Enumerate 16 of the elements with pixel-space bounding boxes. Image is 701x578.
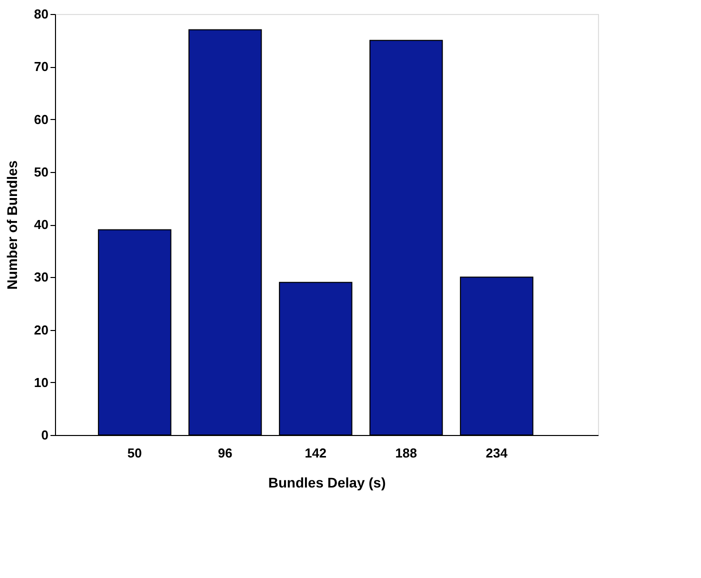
y-tick-label: 0 bbox=[41, 428, 48, 442]
x-axis-title: Bundles Delay (s) bbox=[268, 474, 386, 490]
y-tick-label: 50 bbox=[34, 164, 48, 180]
y-tick-label: 40 bbox=[34, 217, 48, 232]
x-tick-label: 234 bbox=[486, 446, 508, 460]
x-tick-label: 142 bbox=[304, 446, 326, 460]
y-tick-label: 70 bbox=[34, 59, 48, 74]
y-tick-label: 80 bbox=[34, 6, 48, 22]
x-tick-label: 188 bbox=[395, 446, 417, 460]
x-tick-label: 96 bbox=[218, 446, 232, 460]
y-tick-label: 30 bbox=[34, 270, 48, 285]
y-tick-label: 10 bbox=[34, 374, 48, 390]
y-tick-label: 20 bbox=[34, 322, 48, 338]
y-axis-title: Number of Bundles bbox=[4, 160, 20, 290]
x-tick-label: 50 bbox=[127, 446, 142, 460]
y-tick-label: 60 bbox=[34, 112, 48, 127]
